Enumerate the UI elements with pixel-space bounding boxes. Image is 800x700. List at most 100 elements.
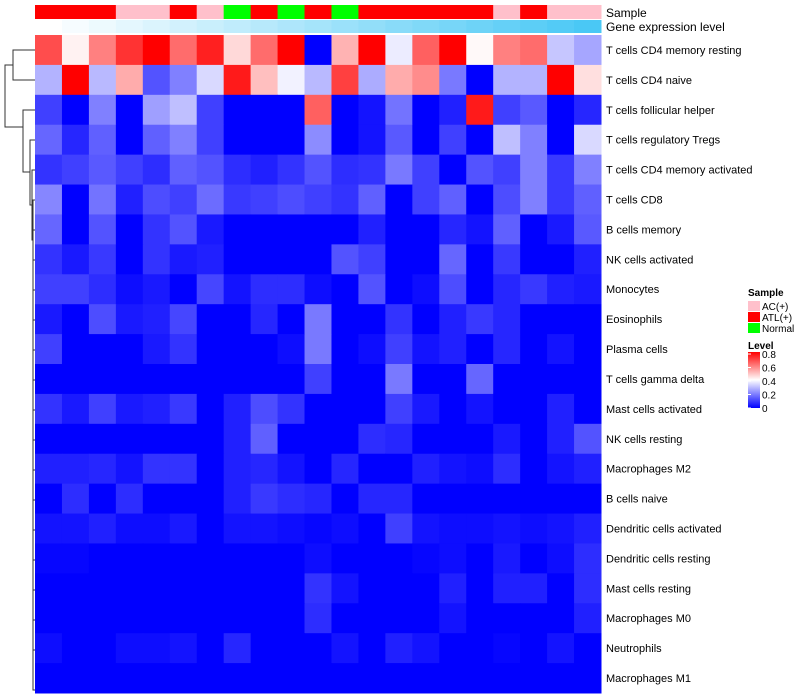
heatmap-cell (277, 453, 306, 485)
heatmap-cell (115, 573, 144, 604)
heatmap-cell (520, 633, 548, 664)
heatmap-cell (385, 513, 413, 544)
legend-swatch (748, 301, 760, 311)
heatmap-cell (493, 633, 521, 664)
heatmap-cell (88, 573, 117, 604)
heatmap-cell (88, 453, 117, 485)
heatmap-cell (115, 543, 144, 574)
heatmap-cell (169, 35, 198, 66)
heatmap-cell (142, 64, 171, 96)
heatmap-cell (142, 94, 171, 126)
heatmap-cell (439, 573, 467, 604)
heatmap-cell (250, 334, 279, 365)
heatmap-cell (35, 334, 63, 365)
sample-annotation-cell (277, 5, 306, 19)
heatmap-cell (142, 633, 171, 664)
heatmap-cell (439, 184, 467, 215)
heatmap-cell (304, 274, 332, 305)
gene-level-annotation-cell (331, 20, 359, 33)
row-label: Dendritic cells activated (606, 524, 722, 536)
heatmap-cell (250, 124, 279, 156)
heatmap-cell (196, 184, 225, 215)
heatmap-cell (277, 64, 306, 96)
heatmap-cell (142, 304, 171, 335)
heatmap-cell (358, 573, 386, 604)
heatmap-cell (169, 364, 198, 395)
heatmap-cell (88, 543, 117, 574)
heatmap-cell (466, 543, 494, 574)
heatmap-cell (439, 453, 467, 485)
heatmap-cell (61, 453, 90, 485)
heatmap-cell (250, 573, 279, 604)
heatmap-cell (196, 393, 225, 425)
heatmap-cell (142, 453, 171, 485)
heatmap-cell (385, 543, 413, 574)
heatmap-cell (88, 603, 117, 634)
sample-annotation-cell (61, 5, 90, 19)
heatmap-cell (358, 154, 386, 186)
heatmap-cell (385, 124, 413, 156)
heatmap-cell (331, 124, 359, 156)
heatmap-cell (115, 453, 144, 485)
heatmap-cell (223, 64, 252, 96)
row-label: T cells CD8 (606, 195, 663, 207)
heatmap-cell (35, 154, 63, 186)
heatmap-cell (61, 214, 90, 245)
heatmap-cell (196, 543, 225, 574)
row-label: Macrophages M1 (606, 673, 691, 685)
heatmap-cell (574, 543, 602, 574)
heatmap-cell (142, 573, 171, 604)
heatmap-cell (169, 154, 198, 186)
heatmap-cell (574, 483, 602, 515)
heatmap-cell (331, 633, 359, 664)
heatmap-cell (574, 304, 602, 335)
row-label: B cells naive (606, 494, 668, 506)
heatmap-cell (385, 214, 413, 245)
heatmap-cell (547, 633, 575, 664)
heatmap-cell (412, 154, 440, 186)
gene-level-annotation-cell (88, 20, 117, 33)
heatmap-cell (277, 573, 306, 604)
heatmap-cell (223, 393, 252, 425)
heatmap-cell (115, 35, 144, 66)
heatmap-cell (331, 64, 359, 96)
heatmap-cell (223, 663, 252, 694)
heatmap-cell (358, 35, 386, 66)
heatmap-cell (223, 364, 252, 395)
heatmap-cell (88, 663, 117, 694)
sample-annotation-cell (35, 5, 63, 19)
heatmap-cell (331, 244, 359, 275)
heatmap-cell (277, 603, 306, 634)
heatmap-cell (466, 633, 494, 664)
heatmap-cell (358, 214, 386, 245)
heatmap-cell (466, 304, 494, 335)
row-label: T cells CD4 memory resting (606, 45, 742, 57)
heatmap-cell (493, 423, 521, 455)
heatmap-cell (169, 334, 198, 365)
heatmap-cell (547, 154, 575, 186)
heatmap-cell (142, 364, 171, 395)
heatmap-cell (520, 154, 548, 186)
heatmap-cell (358, 513, 386, 544)
row-label: B cells memory (606, 224, 682, 236)
heatmap-cell (35, 244, 63, 275)
heatmap-cell (493, 513, 521, 544)
heatmap-cell (493, 64, 521, 96)
heatmap-cell (520, 274, 548, 305)
gene-level-annotation-cell (466, 20, 494, 33)
heatmap-cell (520, 483, 548, 515)
heatmap-cell (547, 35, 575, 66)
heatmap-cell (493, 543, 521, 574)
heatmap-cell (115, 483, 144, 515)
heatmap-cell (466, 154, 494, 186)
heatmap-cell (142, 603, 171, 634)
heatmap-cell (547, 423, 575, 455)
heatmap-cell (466, 334, 494, 365)
gene-level-annotation-cell (61, 20, 90, 33)
heatmap-cell (35, 274, 63, 305)
heatmap-cell (35, 214, 63, 245)
heatmap-cell (88, 274, 117, 305)
heatmap-cell (385, 663, 413, 694)
sample-annotation-cell (223, 5, 252, 19)
row-label: T cells follicular helper (606, 105, 715, 117)
